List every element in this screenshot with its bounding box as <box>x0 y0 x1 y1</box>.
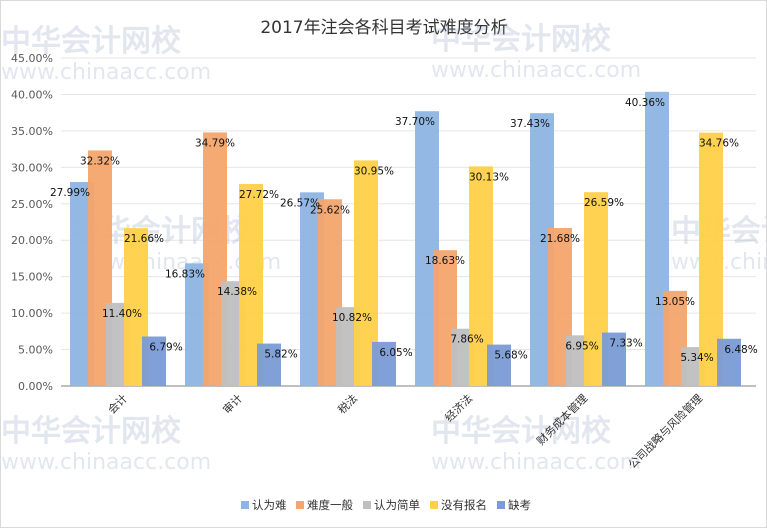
legend-swatch <box>497 501 505 509</box>
bar-缺考 <box>142 336 166 386</box>
y-tick-label: 5.00% <box>18 344 53 357</box>
y-tick-label: 45.00% <box>11 52 53 65</box>
data-label: 14.38% <box>217 286 257 298</box>
data-label: 5.68% <box>494 350 527 362</box>
legend-swatch <box>430 501 438 509</box>
data-label: 6.79% <box>149 342 182 354</box>
data-label: 30.95% <box>354 165 394 177</box>
legend-label: 缺考 <box>508 498 531 512</box>
bar-缺考 <box>602 332 626 386</box>
x-tick-label: 审计 <box>220 391 245 416</box>
x-tick-label: 税法 <box>335 391 360 416</box>
data-label: 30.13% <box>469 171 509 183</box>
data-label: 25.62% <box>310 204 350 216</box>
watermark-url: www.chinaacc.com <box>1 60 211 85</box>
data-label: 5.82% <box>264 349 297 361</box>
data-label: 10.82% <box>332 312 372 324</box>
bar-缺考 <box>717 338 741 386</box>
y-tick-label: 25.00% <box>11 198 53 211</box>
data-label: 26.59% <box>584 197 624 209</box>
data-label: 34.76% <box>699 138 739 150</box>
data-label: 21.66% <box>124 233 164 245</box>
y-tick-label: 0.00% <box>18 380 53 393</box>
y-tick-label: 15.00% <box>11 271 53 284</box>
y-tick-label: 20.00% <box>11 234 53 247</box>
legend-label: 难度一般 <box>307 498 353 512</box>
legend-label: 认为简单 <box>374 498 420 512</box>
watermark-url: www.chinaacc.com <box>1 450 211 475</box>
data-label: 21.68% <box>540 233 580 245</box>
data-label: 37.70% <box>395 116 435 128</box>
x-tick-label: 会计 <box>105 392 130 417</box>
data-label: 5.34% <box>680 352 713 364</box>
data-label: 7.86% <box>450 334 483 346</box>
watermark-text: 中华会计网校 <box>431 414 611 449</box>
data-label: 26.57% <box>280 197 320 209</box>
legend-swatch <box>363 501 371 509</box>
watermark-url: www.chinaacc.com <box>431 450 641 475</box>
legend-swatch <box>241 501 249 509</box>
data-label: 11.40% <box>102 308 142 320</box>
legend-label: 没有报名 <box>441 498 487 512</box>
legend-swatch <box>296 501 304 509</box>
legend-label: 认为难 <box>252 498 287 512</box>
data-label: 27.72% <box>239 189 279 201</box>
x-tick-label: 公司战略与风险管理 <box>625 391 705 471</box>
watermark-text: 中华会计网校 <box>431 22 611 57</box>
data-label: 6.48% <box>724 344 757 356</box>
data-label: 34.79% <box>195 137 235 149</box>
data-label: 40.36% <box>625 97 665 109</box>
bar-缺考 <box>257 343 281 386</box>
y-tick-label: 35.00% <box>11 125 53 138</box>
data-label: 16.83% <box>165 268 205 280</box>
data-label: 27.99% <box>50 187 90 199</box>
bar-缺考 <box>487 344 511 386</box>
data-label: 6.05% <box>379 347 412 359</box>
y-tick-label: 10.00% <box>11 307 53 320</box>
data-label: 32.32% <box>80 155 120 167</box>
watermark-url: www.chinaacc.com <box>431 58 641 83</box>
data-label: 37.43% <box>510 118 550 130</box>
bar-缺考 <box>372 341 396 386</box>
y-tick-label: 30.00% <box>11 161 53 174</box>
data-label: 7.33% <box>609 338 642 350</box>
y-tick-label: 40.00% <box>11 88 53 101</box>
watermark-text: 中华会计网校 <box>1 414 181 449</box>
data-label: 18.63% <box>425 255 465 267</box>
chart-title: 2017年注会各科目考试难度分析 <box>260 18 507 38</box>
data-label: 13.05% <box>655 296 695 308</box>
watermark-text: 中华会计网校 <box>1 24 181 59</box>
data-label: 6.95% <box>565 340 598 352</box>
